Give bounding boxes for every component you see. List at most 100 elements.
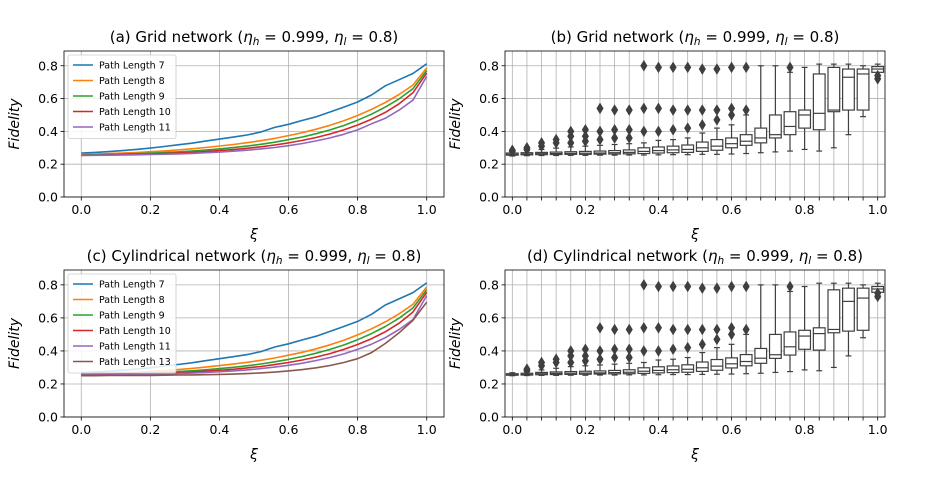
outlier-point — [713, 333, 721, 346]
x-tick-label: 0.4 — [210, 422, 230, 437]
outlier-point — [698, 104, 706, 116]
box-body — [856, 287, 870, 331]
box-body — [695, 141, 709, 152]
axes-frame — [504, 50, 886, 198]
y-axis-label: Fidelity — [448, 317, 464, 369]
outlier-point — [625, 351, 633, 364]
outlier-point — [684, 323, 692, 336]
outlier-point — [669, 104, 677, 116]
outlier-point — [537, 137, 546, 149]
box-body — [710, 358, 724, 371]
box — [593, 102, 607, 156]
legend-label: Path Length 11 — [99, 123, 171, 134]
box — [535, 356, 548, 376]
outlier-point — [727, 328, 736, 341]
x-tick-label: 0.8 — [795, 202, 815, 217]
box — [578, 343, 592, 376]
outlier-point — [713, 323, 721, 336]
box — [739, 280, 753, 375]
legend-label: Path Length 8 — [99, 295, 165, 306]
legend-label: Path Length 10 — [99, 326, 171, 337]
x-tick-label: 1.0 — [417, 422, 437, 437]
legend-box — [67, 273, 177, 374]
box-body — [842, 287, 855, 332]
box — [652, 61, 665, 156]
panel-title: (b) Grid network (ηh = 0.999, ηl = 0.8) — [551, 28, 840, 48]
x-tick-label: 0.6 — [722, 202, 742, 217]
box — [608, 104, 622, 156]
y-tick-label: 0.8 — [479, 277, 499, 292]
legend-label: Path Length 9 — [99, 311, 165, 322]
outlier-point — [742, 323, 750, 336]
y-tick-label: 0.4 — [479, 124, 499, 139]
y-tick-label: 0.6 — [479, 310, 499, 325]
outlier-point — [713, 63, 721, 75]
y-tick-label: 0.0 — [38, 190, 58, 205]
y-tick-label: 0.6 — [38, 310, 58, 325]
box-body — [798, 109, 812, 129]
x-tick-label: 0.4 — [649, 202, 669, 217]
box — [725, 280, 738, 375]
line-chart-a: (a) Grid network (ηh = 0.999, ηl = 0.8) 0… — [7, 28, 445, 243]
legend-label: Path Length 9 — [99, 92, 165, 103]
box — [549, 133, 563, 157]
outlier-point — [654, 102, 663, 115]
outlier-point — [669, 343, 677, 356]
box-body — [710, 138, 724, 151]
box — [783, 61, 797, 152]
outlier-point — [654, 322, 663, 334]
outlier-point — [581, 130, 589, 143]
legend: Path Length 7 Path Length 8 Path Length 9 P… — [67, 273, 177, 374]
outlier-point — [523, 363, 531, 375]
box-body — [842, 68, 855, 111]
y-tick-label: 0.4 — [479, 343, 499, 358]
outlier-point — [874, 69, 882, 82]
y-tick-label: 0.8 — [38, 277, 58, 292]
box-body — [637, 367, 651, 374]
outlier-point — [640, 125, 648, 138]
outlier-point — [581, 123, 589, 136]
outlier-point — [625, 123, 633, 136]
box-body — [725, 357, 738, 369]
x-tick-label: 0.0 — [71, 422, 91, 437]
outlier-point — [611, 343, 619, 356]
outlier-point — [596, 125, 604, 138]
outlier-point — [596, 102, 604, 115]
outlier-point — [698, 119, 706, 131]
box — [768, 284, 782, 374]
x-tick-label: 0.0 — [71, 202, 91, 217]
series-line — [81, 301, 428, 377]
series-line — [81, 295, 428, 376]
box-body — [827, 66, 841, 113]
box — [505, 372, 519, 377]
y-tick-label: 0.8 — [479, 58, 499, 73]
outlier-point — [567, 356, 575, 369]
box-body — [681, 144, 695, 153]
outlier-point — [654, 345, 663, 357]
x-tick-label: 0.6 — [279, 202, 299, 217]
outlier-point — [727, 322, 736, 334]
outlier-point — [611, 323, 619, 336]
outlier-point — [567, 345, 575, 357]
outlier-point — [537, 356, 546, 369]
outlier-point — [581, 350, 589, 362]
box — [842, 282, 855, 357]
box — [652, 280, 665, 376]
box-body — [754, 127, 768, 144]
box — [754, 65, 768, 154]
x-axis-label: ξ — [249, 447, 258, 463]
outlier-point — [713, 114, 721, 126]
y-tick-label: 0.0 — [479, 410, 499, 425]
series-line — [81, 63, 428, 154]
box-body — [798, 329, 812, 350]
outlier-point — [596, 322, 604, 334]
outlier-point — [611, 123, 619, 136]
box — [842, 63, 855, 136]
outlier-point — [640, 279, 648, 291]
outlier-point — [625, 323, 633, 336]
box — [666, 280, 680, 376]
outlier-point — [727, 109, 736, 121]
box — [856, 65, 870, 118]
outlier-point — [684, 341, 692, 354]
outlier-point — [713, 282, 721, 294]
